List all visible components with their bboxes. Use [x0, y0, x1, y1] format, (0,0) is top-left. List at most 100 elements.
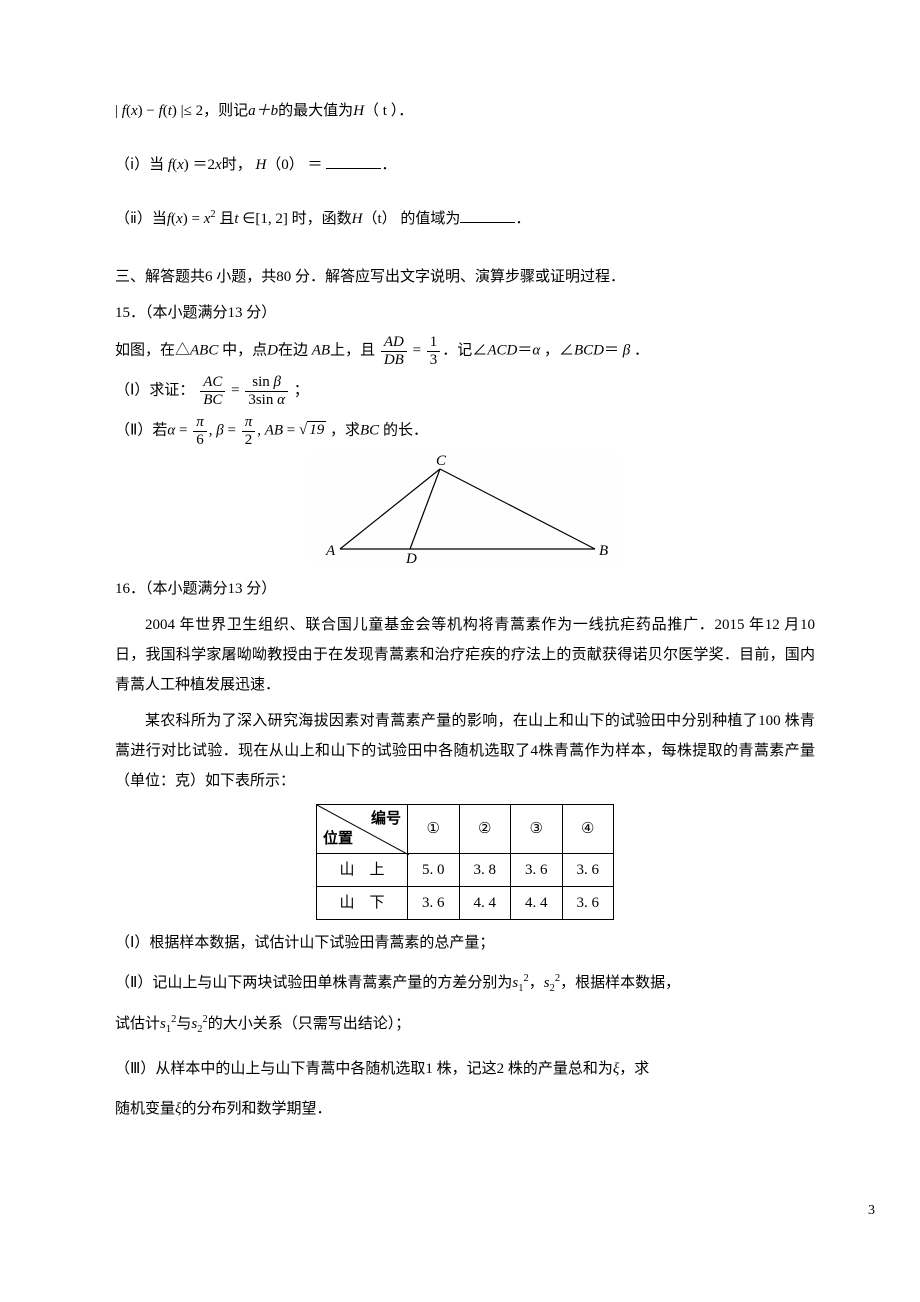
d: 2	[242, 432, 256, 449]
eq: =	[409, 342, 425, 358]
eq: =	[227, 382, 243, 398]
cell: 4. 4	[511, 887, 563, 920]
AB: AB	[265, 422, 283, 438]
col-3: ③	[511, 805, 563, 854]
r: 19	[307, 421, 326, 438]
frac-pi-2: π2	[242, 414, 256, 448]
frag-line-1: | f(x) − f(t) |≤ 2，则记a＋b的最大值为H（ t ）．	[115, 96, 815, 126]
sub: 2	[197, 1024, 202, 1035]
diag-header-cell: 编号 位置	[317, 805, 408, 854]
t: ．记∠	[442, 342, 487, 358]
cell: 3. 6	[511, 854, 563, 887]
t: （Ⅰ）求证：	[115, 382, 194, 398]
t: ＝	[604, 342, 623, 358]
t: ＝	[517, 342, 532, 358]
txt: （ⅱ）当	[115, 211, 167, 227]
txt: （0） ＝	[266, 157, 326, 173]
sub: 1	[166, 1024, 171, 1035]
cell: 3. 6	[562, 887, 614, 920]
t: ，求	[326, 422, 360, 438]
q16-I: （Ⅰ）根据样本数据，试估计山下试验田青蒿素的总产量；	[115, 928, 815, 958]
q16-II-line1: （Ⅱ）记山上与山下两块试验田单株青蒿素产量的方差分别为s12，s22，根据样本数…	[115, 968, 815, 999]
n: π	[193, 414, 207, 432]
b: β	[216, 422, 223, 438]
d: DB	[381, 352, 407, 369]
txt: |	[115, 103, 122, 119]
t: 试估计	[115, 1016, 160, 1032]
frag-line-2: （ⅰ）当 f(x) ＝2x时， H（0） ＝ ．	[115, 150, 815, 180]
t: 在边	[278, 342, 312, 358]
triangle-diagram: A B C D	[115, 454, 815, 564]
cell: 3. 6	[562, 854, 614, 887]
n: AD	[381, 334, 407, 352]
q15-heading: 15．（本小题满分13 分）	[115, 298, 815, 328]
triangle-svg: A B C D	[310, 454, 620, 564]
svg-text:B: B	[599, 543, 608, 559]
t: （Ⅲ）从样本中的山上与山下青蒿中各随机选取1 株，记这2 株的产量总和为	[115, 1061, 613, 1077]
H: H	[352, 211, 363, 227]
row-label: 山 上	[317, 854, 408, 887]
n: 1	[427, 334, 441, 352]
eq: =	[224, 422, 240, 438]
eq: =	[283, 422, 299, 438]
col-2: ②	[459, 805, 511, 854]
frag-line-3: （ⅱ）当f(x) = x2 且t ∈[1, 2] 时，函数H（t） 的值域为．	[115, 204, 815, 234]
t: ，	[529, 975, 544, 991]
col-1: ①	[408, 805, 460, 854]
sub: 1	[518, 983, 523, 994]
t: ，根据样本数据，	[560, 975, 680, 991]
H: H	[255, 157, 266, 173]
txt: 且	[216, 211, 235, 227]
section-3-heading: 三、解答题共6 小题，共80 分．解答应写出文字说明、演算步骤或证明过程．	[115, 262, 815, 292]
frac-pi-6: π6	[193, 414, 207, 448]
t: 中，点	[218, 342, 267, 358]
eq: =	[175, 422, 191, 438]
svg-text:D: D	[405, 551, 417, 564]
q16-II-line2: 试估计s12与s22的大小关系（只需写出结论）；	[115, 1009, 815, 1040]
row-label: 山 下	[317, 887, 408, 920]
table-row: 山 下 3. 6 4. 4 4. 4 3. 6	[317, 887, 614, 920]
x: x	[176, 211, 183, 227]
H: H	[353, 103, 364, 119]
q15-part2: （Ⅱ）若α = π6, β = π2, AB = √19 ，求BC 的长．	[115, 414, 815, 448]
svg-text:A: A	[325, 543, 336, 559]
abc: ABC	[190, 342, 218, 358]
AB: AB	[312, 342, 330, 358]
sin: sin	[252, 374, 273, 390]
txt: （ⅰ）当	[115, 157, 168, 173]
q15-stem: 如图，在△ABC 中，点D在边 AB上，且 ADDB = 13．记∠ACD＝α …	[115, 334, 815, 368]
b: β	[274, 374, 281, 390]
t: 的长．	[379, 422, 428, 438]
blank-1	[326, 153, 381, 169]
sub: 2	[550, 983, 555, 994]
t: 的分布列和数学期望．	[181, 1101, 331, 1117]
blank-2	[460, 207, 515, 223]
txt: ) |≤ 2，则记	[172, 103, 248, 119]
frac-sin: sin β3sin α	[245, 374, 288, 408]
a: α	[277, 392, 285, 408]
txt: ．	[515, 211, 530, 227]
sqrt: √19	[299, 415, 326, 445]
txt: 时，	[222, 157, 256, 173]
d: 6	[193, 432, 207, 449]
txt: （t） 的值域为	[362, 211, 460, 227]
t: 的大小关系（只需写出结论）；	[208, 1016, 411, 1032]
t: 如图，在△	[115, 342, 190, 358]
BCD: BCD	[574, 342, 604, 358]
t: （Ⅱ）记山上与山下两块试验田单株青蒿素产量的方差分别为	[115, 975, 512, 991]
q16-III-line2: 随机变量ξ的分布列和数学期望．	[115, 1094, 815, 1124]
txt: ) =	[183, 211, 204, 227]
t: 与	[176, 1016, 191, 1032]
page-number: 3	[0, 1170, 920, 1222]
ACD: ACD	[487, 342, 517, 358]
t: ．	[630, 342, 649, 358]
d: BC	[200, 392, 225, 409]
txt: （ t ）．	[364, 103, 413, 119]
txt: ) −	[138, 103, 159, 119]
txt: ．	[381, 157, 396, 173]
table-row: 山 上 5. 0 3. 8 3. 6 3. 6	[317, 854, 614, 887]
col-label: 编号	[371, 807, 401, 831]
svg-text:C: C	[436, 454, 447, 469]
n: π	[242, 414, 256, 432]
n: AC	[200, 374, 225, 392]
